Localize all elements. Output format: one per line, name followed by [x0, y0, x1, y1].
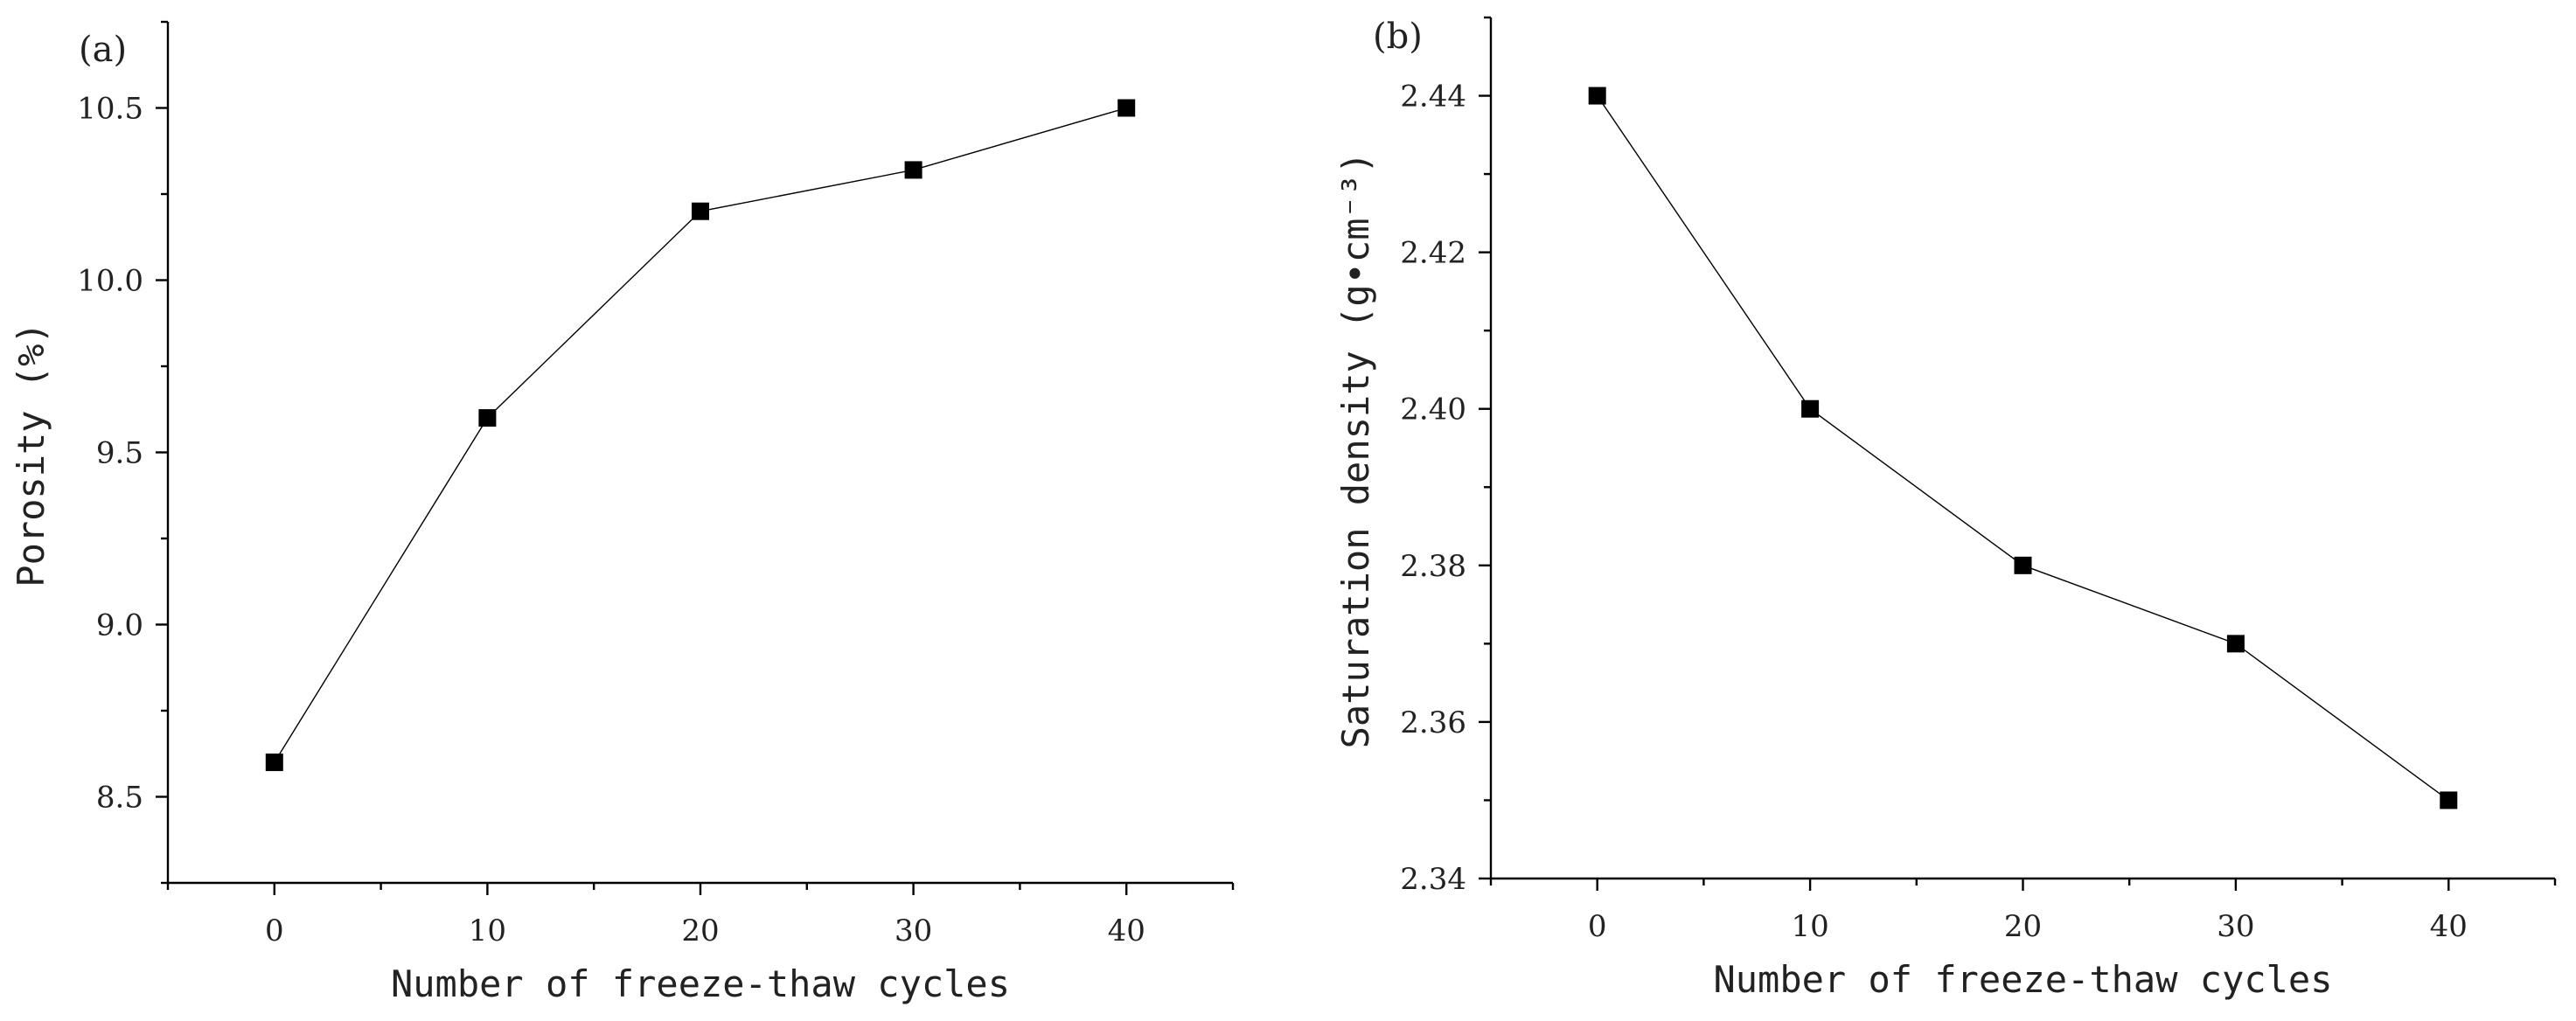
x-tick-label: 0 [265, 913, 284, 948]
y-tick-label: 2.34 [1400, 862, 1466, 897]
data-point-marker [265, 754, 283, 772]
y-tick-label: 9.5 [96, 436, 143, 471]
data-point-marker [1117, 99, 1136, 117]
x-tick-label: 10 [1791, 909, 1828, 944]
y-axis-title: Porosity (%) [10, 322, 52, 587]
data-point-marker [2014, 556, 2032, 574]
x-tick-label: 40 [2430, 909, 2468, 944]
x-tick-label: 10 [469, 913, 506, 948]
data-point-marker [1588, 87, 1606, 105]
x-axis-title: Number of freeze-thaw cycles [1713, 958, 2332, 1001]
y-tick-label: 2.42 [1400, 236, 1466, 271]
x-tick-label: 30 [2217, 909, 2254, 944]
panel-label: (b) [1373, 17, 1423, 57]
x-tick-label: 20 [2004, 909, 2042, 944]
x-tick-label: 40 [1108, 913, 1145, 948]
data-point-marker [1801, 399, 1820, 418]
x-tick-label: 30 [895, 913, 932, 948]
data-point-marker [692, 202, 709, 220]
panel-label: (a) [79, 30, 127, 70]
y-tick-label: 2.40 [1400, 392, 1466, 427]
y-tick-label: 2.36 [1400, 705, 1466, 740]
series-line [1597, 95, 2449, 802]
y-tick-label: 10.0 [77, 264, 143, 299]
data-point-marker [2440, 791, 2458, 809]
data-point-marker [2226, 635, 2245, 653]
data-point-marker [904, 161, 922, 179]
x-tick-label: 20 [681, 913, 719, 948]
y-tick-label: 2.38 [1400, 549, 1466, 584]
y-tick-label: 2.44 [1400, 80, 1466, 115]
y-tick-label: 10.5 [77, 92, 143, 127]
y-tick-label: 9.0 [96, 608, 143, 643]
x-tick-label: 0 [1588, 909, 1607, 944]
y-axis-title: Saturation density (g•cm⁻³) [1334, 152, 1377, 749]
chart-panel-a: 8.5 9.0 9.5 10.0 10.5 0 10 20 30 40 Number of free… [10, 20, 1235, 1005]
data-point-marker [478, 409, 497, 427]
x-axis-title: Number of freeze-thaw cycles [391, 962, 1010, 1005]
chart-panel-b: 2.34 2.36 2.38 2.40 2.42 2.44 0 10 20 30 40 Number … [1334, 16, 2557, 1001]
y-tick-label: 8.5 [96, 781, 143, 816]
